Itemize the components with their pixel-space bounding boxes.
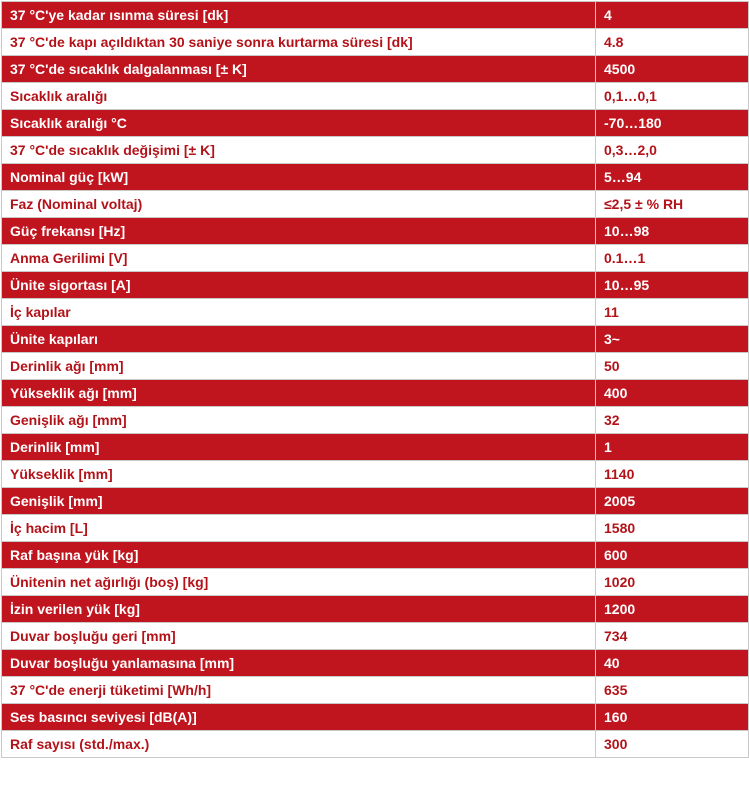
spec-value: 635 [595,676,749,704]
spec-value: 50 [595,352,749,380]
spec-label: Ünite kapıları [1,325,596,353]
spec-label: Yükseklik [mm] [1,460,596,488]
table-row: 37 °C'de sıcaklık değişimi [± K] 0,3…2,0 [1,136,749,164]
spec-label: 37 °C'de sıcaklık dalgalanması [± K] [1,55,596,83]
table-row: İç hacim [L] 1580 [1,514,749,542]
table-row: Anma Gerilimi [V] 0.1…1 [1,244,749,272]
spec-label: İç hacim [L] [1,514,596,542]
spec-label: 37 °C'de enerji tüketimi [Wh/h] [1,676,596,704]
spec-label: Genişlik [mm] [1,487,596,515]
table-row: Genişlik ağı [mm] 32 [1,406,749,434]
spec-value: 0,3…2,0 [595,136,749,164]
table-row: 37 °C'ye kadar ısınma süresi [dk] 4 [1,1,749,29]
spec-label: Derinlik ağı [mm] [1,352,596,380]
spec-label: Yükseklik ağı [mm] [1,379,596,407]
spec-label: 37 °C'ye kadar ısınma süresi [dk] [1,1,596,29]
spec-label: Raf başına yük [kg] [1,541,596,569]
spec-value: 734 [595,622,749,650]
spec-value: 1 [595,433,749,461]
spec-label: 37 °C'de sıcaklık değişimi [± K] [1,136,596,164]
spec-value: 3~ [595,325,749,353]
spec-value: 1140 [595,460,749,488]
spec-label: Derinlik [mm] [1,433,596,461]
spec-label: Ses basıncı seviyesi [dB(A)] [1,703,596,731]
spec-label: Duvar boşluğu geri [mm] [1,622,596,650]
table-row: Ünitenin net ağırlığı (boş) [kg] 1020 [1,568,749,596]
spec-value: 1200 [595,595,749,623]
table-row: Derinlik [mm] 1 [1,433,749,461]
spec-label: Anma Gerilimi [V] [1,244,596,272]
spec-value: 4 [595,1,749,29]
table-row: İzin verilen yük [kg] 1200 [1,595,749,623]
spec-value: 40 [595,649,749,677]
spec-label: İç kapılar [1,298,596,326]
table-row: Faz (Nominal voltaj) ≤2,5 ± % RH [1,190,749,218]
table-row: Ünite kapıları 3~ [1,325,749,353]
spec-value: 4500 [595,55,749,83]
spec-label: 37 °C'de kapı açıldıktan 30 saniye sonra… [1,28,596,56]
table-row: 37 °C'de enerji tüketimi [Wh/h] 635 [1,676,749,704]
spec-table-body: 37 °C'ye kadar ısınma süresi [dk] 4 37 °C'… [1,1,749,758]
spec-label: Raf sayısı (std./max.) [1,730,596,758]
table-row: Derinlik ağı [mm] 50 [1,352,749,380]
table-row: Ses basıncı seviyesi [dB(A)] 160 [1,703,749,731]
spec-label: Ünite sigortası [A] [1,271,596,299]
spec-value: 11 [595,298,749,326]
table-row: Raf başına yük [kg] 600 [1,541,749,569]
spec-table: 37 °C'ye kadar ısınma süresi [dk] 4 37 °C'… [1,1,749,758]
table-row: 37 °C'de sıcaklık dalgalanması [± K] 4500 [1,55,749,83]
spec-label: Sıcaklık aralığı °C [1,109,596,137]
spec-label: Ünitenin net ağırlığı (boş) [kg] [1,568,596,596]
spec-label: Güç frekansı [Hz] [1,217,596,245]
spec-value: 300 [595,730,749,758]
spec-value: 0,1…0,1 [595,82,749,110]
spec-label: Sıcaklık aralığı [1,82,596,110]
table-row: Duvar boşluğu yanlamasına [mm] 40 [1,649,749,677]
table-row: Sıcaklık aralığı °C -70…180 [1,109,749,137]
spec-value: 400 [595,379,749,407]
table-row: Raf sayısı (std./max.) 300 [1,730,749,758]
table-row: İç kapılar 11 [1,298,749,326]
table-row: Ünite sigortası [A] 10…95 [1,271,749,299]
spec-value: 5…94 [595,163,749,191]
spec-value: 160 [595,703,749,731]
table-row: 37 °C'de kapı açıldıktan 30 saniye sonra… [1,28,749,56]
table-row: Genişlik [mm] 2005 [1,487,749,515]
table-row: Sıcaklık aralığı 0,1…0,1 [1,82,749,110]
spec-value: -70…180 [595,109,749,137]
table-row: Güç frekansı [Hz] 10…98 [1,217,749,245]
spec-value: 1580 [595,514,749,542]
spec-value: 4.8 [595,28,749,56]
table-row: Yükseklik ağı [mm] 400 [1,379,749,407]
table-row: Duvar boşluğu geri [mm] 734 [1,622,749,650]
spec-label: Nominal güç [kW] [1,163,596,191]
spec-value: 600 [595,541,749,569]
spec-value: ≤2,5 ± % RH [595,190,749,218]
spec-value: 1020 [595,568,749,596]
spec-value: 2005 [595,487,749,515]
spec-value: 10…98 [595,217,749,245]
spec-value: 0.1…1 [595,244,749,272]
spec-value: 10…95 [595,271,749,299]
spec-label: Duvar boşluğu yanlamasına [mm] [1,649,596,677]
spec-value: 32 [595,406,749,434]
spec-label: İzin verilen yük [kg] [1,595,596,623]
table-row: Yükseklik [mm] 1140 [1,460,749,488]
spec-label: Faz (Nominal voltaj) [1,190,596,218]
table-row: Nominal güç [kW] 5…94 [1,163,749,191]
spec-label: Genişlik ağı [mm] [1,406,596,434]
